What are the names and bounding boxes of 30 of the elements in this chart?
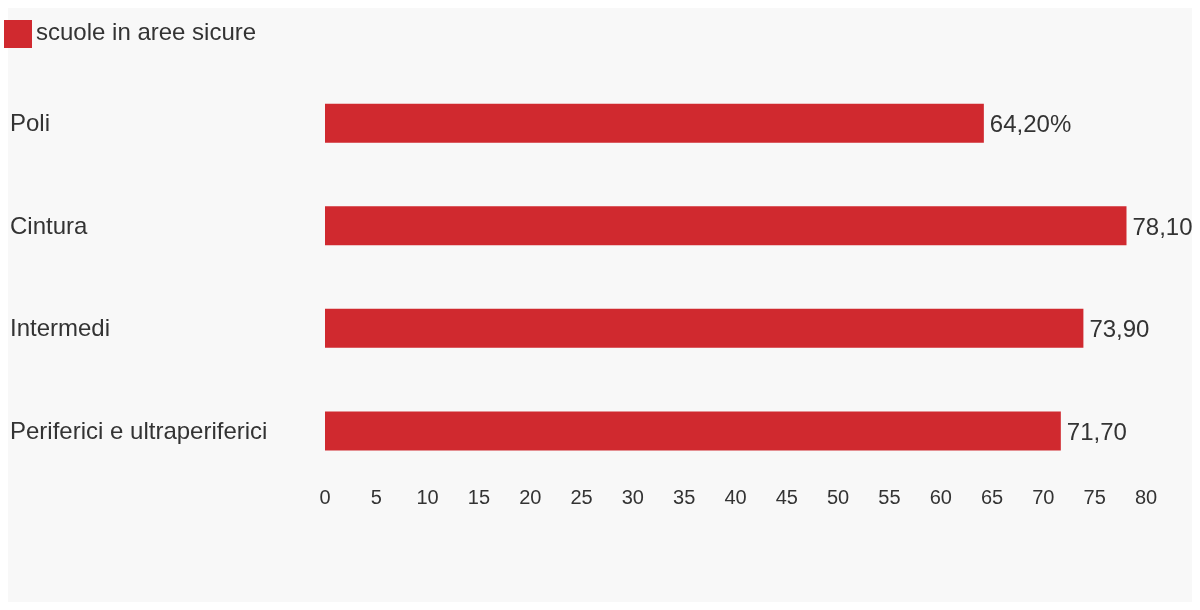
data-label: 64,20%	[989, 110, 1072, 138]
x-tick-label: 75	[1083, 486, 1106, 509]
x-tick-label: 25	[570, 486, 593, 509]
x-tick-label: 10	[416, 486, 439, 509]
x-tick-label: 60	[929, 486, 952, 509]
y-tick-label: Intermedi	[10, 314, 111, 342]
x-tick-label: 5	[370, 486, 382, 509]
legend-label: scuole in aree sicure	[36, 18, 257, 45]
bar	[325, 206, 1127, 246]
x-tick-label: 35	[673, 486, 696, 509]
x-tick-label: 55	[878, 486, 901, 509]
y-tick-label: Cintura	[10, 211, 89, 239]
bar	[325, 411, 1061, 451]
y-tick-label: Poli	[10, 108, 51, 136]
bar	[325, 308, 1084, 348]
x-tick-label: 80	[1134, 486, 1158, 509]
x-tick-label: 15	[467, 486, 491, 509]
x-tick-label: 40	[724, 486, 747, 509]
data-label: 73,90	[1089, 315, 1150, 343]
bar	[325, 103, 984, 143]
x-tick-label: 0	[319, 486, 331, 509]
y-tick-label: Periferici e ultraperiferici	[10, 416, 268, 444]
x-tick-label: 70	[1032, 486, 1055, 509]
x-tick-label: 20	[519, 486, 542, 509]
x-tick-label: 30	[621, 486, 644, 509]
x-tick-label: 65	[980, 486, 1004, 509]
data-label: 78,10	[1132, 212, 1193, 240]
x-tick-label: 45	[775, 486, 798, 509]
data-label: 71,70	[1066, 417, 1127, 445]
x-tick-label: 50	[827, 486, 850, 509]
